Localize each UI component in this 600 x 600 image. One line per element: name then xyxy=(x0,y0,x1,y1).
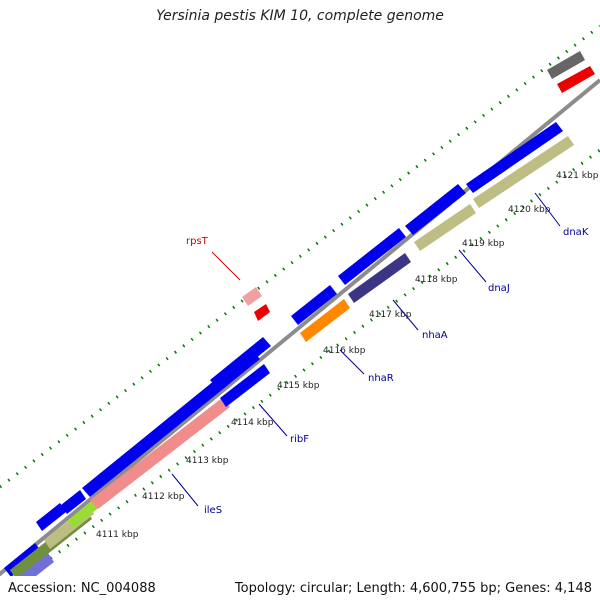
gene-rpsT-red xyxy=(254,304,270,321)
leader-dnaJ xyxy=(458,249,487,283)
gene-ileS-salmon xyxy=(90,398,230,509)
gene-label-dnaK: dnaK xyxy=(563,227,589,238)
leader-nhaA xyxy=(392,299,419,331)
map-title: Yersinia pestis KIM 10, complete genome xyxy=(156,8,444,24)
kbp-label-4116: 4116 kbp xyxy=(323,346,366,356)
leader-ribF xyxy=(258,403,288,437)
gene-nhaR-orange xyxy=(300,299,350,342)
kbp-label-4117: 4117 kbp xyxy=(369,310,412,320)
leader-nhaR xyxy=(339,349,365,375)
leader-dnaK xyxy=(534,192,561,227)
gene-rpsT xyxy=(242,287,262,306)
gene-ribF-reverse xyxy=(220,364,270,407)
outer-tick-track xyxy=(0,24,600,489)
gene-red-top xyxy=(557,66,595,93)
kbp-label-4120: 4120 kbp xyxy=(508,205,551,215)
kbp-label-4119: 4119 kbp xyxy=(462,239,505,249)
gene-gray-top xyxy=(547,51,585,79)
gene-label-nhaR: nhaR xyxy=(368,373,394,384)
gene-ribF-forward xyxy=(210,337,271,389)
gene-label-nhaA: nhaA xyxy=(422,330,448,341)
gene-label-ribF: ribF xyxy=(290,434,309,445)
kbp-label-4111: 4111 kbp xyxy=(96,530,139,540)
gene-label-ileS: ileS xyxy=(204,505,222,516)
gene-nhaA-forward xyxy=(338,228,406,285)
gene-nhaA-purple xyxy=(348,253,411,303)
gene-dnaK-olive xyxy=(473,136,574,208)
kbp-label-4112: 4112 kbp xyxy=(142,492,185,502)
gene-dnaK-forward xyxy=(466,122,563,193)
leader-rpsT xyxy=(211,251,241,281)
kbp-label-4118: 4118 kbp xyxy=(415,275,458,285)
footer-bar: Accession: NC_004088 Topology: circular;… xyxy=(0,576,600,600)
gene-label-rpsT: rpsT xyxy=(186,236,209,247)
gene-forward-b xyxy=(61,490,86,514)
kbp-label-4114: 4114 kbp xyxy=(231,418,274,428)
gene-label-dnaJ: dnaJ xyxy=(488,283,510,294)
gene-lime-low xyxy=(68,498,101,528)
accession-text: Accession: NC_004088 xyxy=(8,581,156,596)
kbp-label-4113: 4113 kbp xyxy=(186,456,229,466)
gene-forward-a xyxy=(36,503,66,531)
gene-nhaR-forward xyxy=(291,285,337,325)
genome-stats-text: Topology: circular; Length: 4,600,755 bp… xyxy=(234,581,592,596)
kbp-label-4121: 4121 kbp xyxy=(556,171,599,181)
gene-dnaJ-forward xyxy=(405,184,466,235)
gene-ileS-forward-long xyxy=(82,350,260,497)
leader-ileS xyxy=(171,473,199,507)
gene-dnaJ-olive xyxy=(414,204,476,251)
kbp-label-4115: 4115 kbp xyxy=(277,381,320,391)
inner-tick-track xyxy=(0,148,600,598)
